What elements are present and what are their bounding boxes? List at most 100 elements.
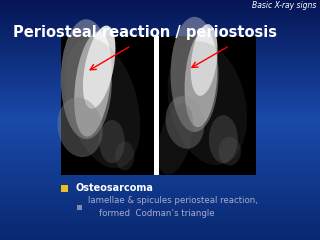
Bar [0, 88, 320, 89]
Bar [0, 197, 320, 198]
Bar [0, 91, 320, 92]
Bar [0, 217, 320, 218]
Bar [0, 143, 320, 144]
Bar [0, 125, 320, 126]
Bar [0, 215, 320, 216]
Bar [0, 25, 320, 26]
Bar [0, 34, 320, 35]
Bar [0, 228, 320, 229]
Bar [0, 0, 320, 1]
Bar [0, 154, 320, 155]
Bar [0, 122, 320, 124]
Bar [0, 155, 320, 156]
Bar [0, 43, 320, 44]
Bar [0, 124, 320, 125]
Bar [0, 48, 320, 49]
Bar [0, 66, 320, 67]
Bar [0, 65, 320, 66]
Bar [0, 192, 320, 193]
Bar [0, 203, 320, 204]
Bar [0, 32, 320, 34]
Bar [0, 144, 320, 145]
Bar [0, 224, 320, 226]
Bar [0, 168, 320, 169]
Bar [0, 194, 320, 196]
Bar [0, 175, 320, 176]
Bar [0, 94, 320, 95]
Bar [0, 206, 320, 208]
Bar [0, 234, 320, 235]
Bar [0, 221, 320, 222]
Bar [0, 178, 320, 179]
Bar [0, 126, 320, 127]
Bar [0, 120, 320, 121]
Bar [0, 202, 320, 203]
Bar [0, 150, 320, 151]
Bar [0, 20, 320, 22]
Bar [0, 229, 320, 230]
Bar [0, 56, 320, 58]
Bar [0, 4, 320, 5]
Bar [0, 170, 320, 172]
Bar [0, 95, 320, 96]
Bar [0, 19, 320, 20]
Bar [0, 238, 320, 239]
Bar [0, 102, 320, 103]
Bar [0, 100, 320, 101]
Bar [0, 71, 320, 72]
Bar [0, 173, 320, 174]
Bar [0, 97, 320, 98]
Ellipse shape [165, 96, 204, 149]
Text: Osteosarcoma: Osteosarcoma [75, 183, 153, 193]
Bar [77, 205, 83, 210]
Bar [0, 17, 320, 18]
Bar [0, 5, 320, 6]
Bar [0, 67, 320, 68]
Bar [0, 64, 320, 65]
Bar [0, 90, 320, 91]
Bar [0, 8, 320, 10]
Bar [0, 31, 320, 32]
Bar [0, 232, 320, 233]
Bar [0, 220, 320, 221]
Bar [0, 86, 320, 88]
Bar [0, 58, 320, 59]
Bar [0, 116, 320, 118]
Bar [0, 28, 320, 29]
Bar [0, 82, 320, 83]
Bar [0, 85, 320, 86]
Ellipse shape [61, 19, 112, 139]
Bar [0, 110, 320, 112]
Bar [0, 119, 320, 120]
Bar [0, 222, 320, 223]
Bar [0, 174, 320, 175]
Bar [0, 193, 320, 194]
Bar [0, 139, 320, 140]
Bar [0, 140, 320, 142]
Text: Periosteal reaction / periostosis: Periosteal reaction / periostosis [13, 25, 277, 40]
Bar [0, 166, 320, 167]
Bar [0, 89, 320, 90]
Bar [0, 235, 320, 236]
Bar [61, 185, 68, 192]
Bar [0, 1, 320, 2]
Bar [0, 113, 320, 114]
Bar [0, 49, 320, 50]
Bar [0, 131, 320, 132]
Bar [0, 84, 320, 85]
Bar [0, 101, 320, 102]
Bar [0, 212, 320, 214]
Bar [0, 70, 320, 71]
Bar [0, 23, 320, 24]
Bar [0, 11, 320, 12]
Bar [0, 210, 320, 211]
Bar [0, 223, 320, 224]
Bar [0, 6, 320, 7]
Bar [0, 14, 320, 16]
Bar [0, 127, 320, 128]
Bar [0, 60, 320, 61]
Bar [0, 79, 320, 80]
Bar [0, 208, 320, 209]
Bar [0, 196, 320, 197]
Bar [0, 10, 320, 11]
